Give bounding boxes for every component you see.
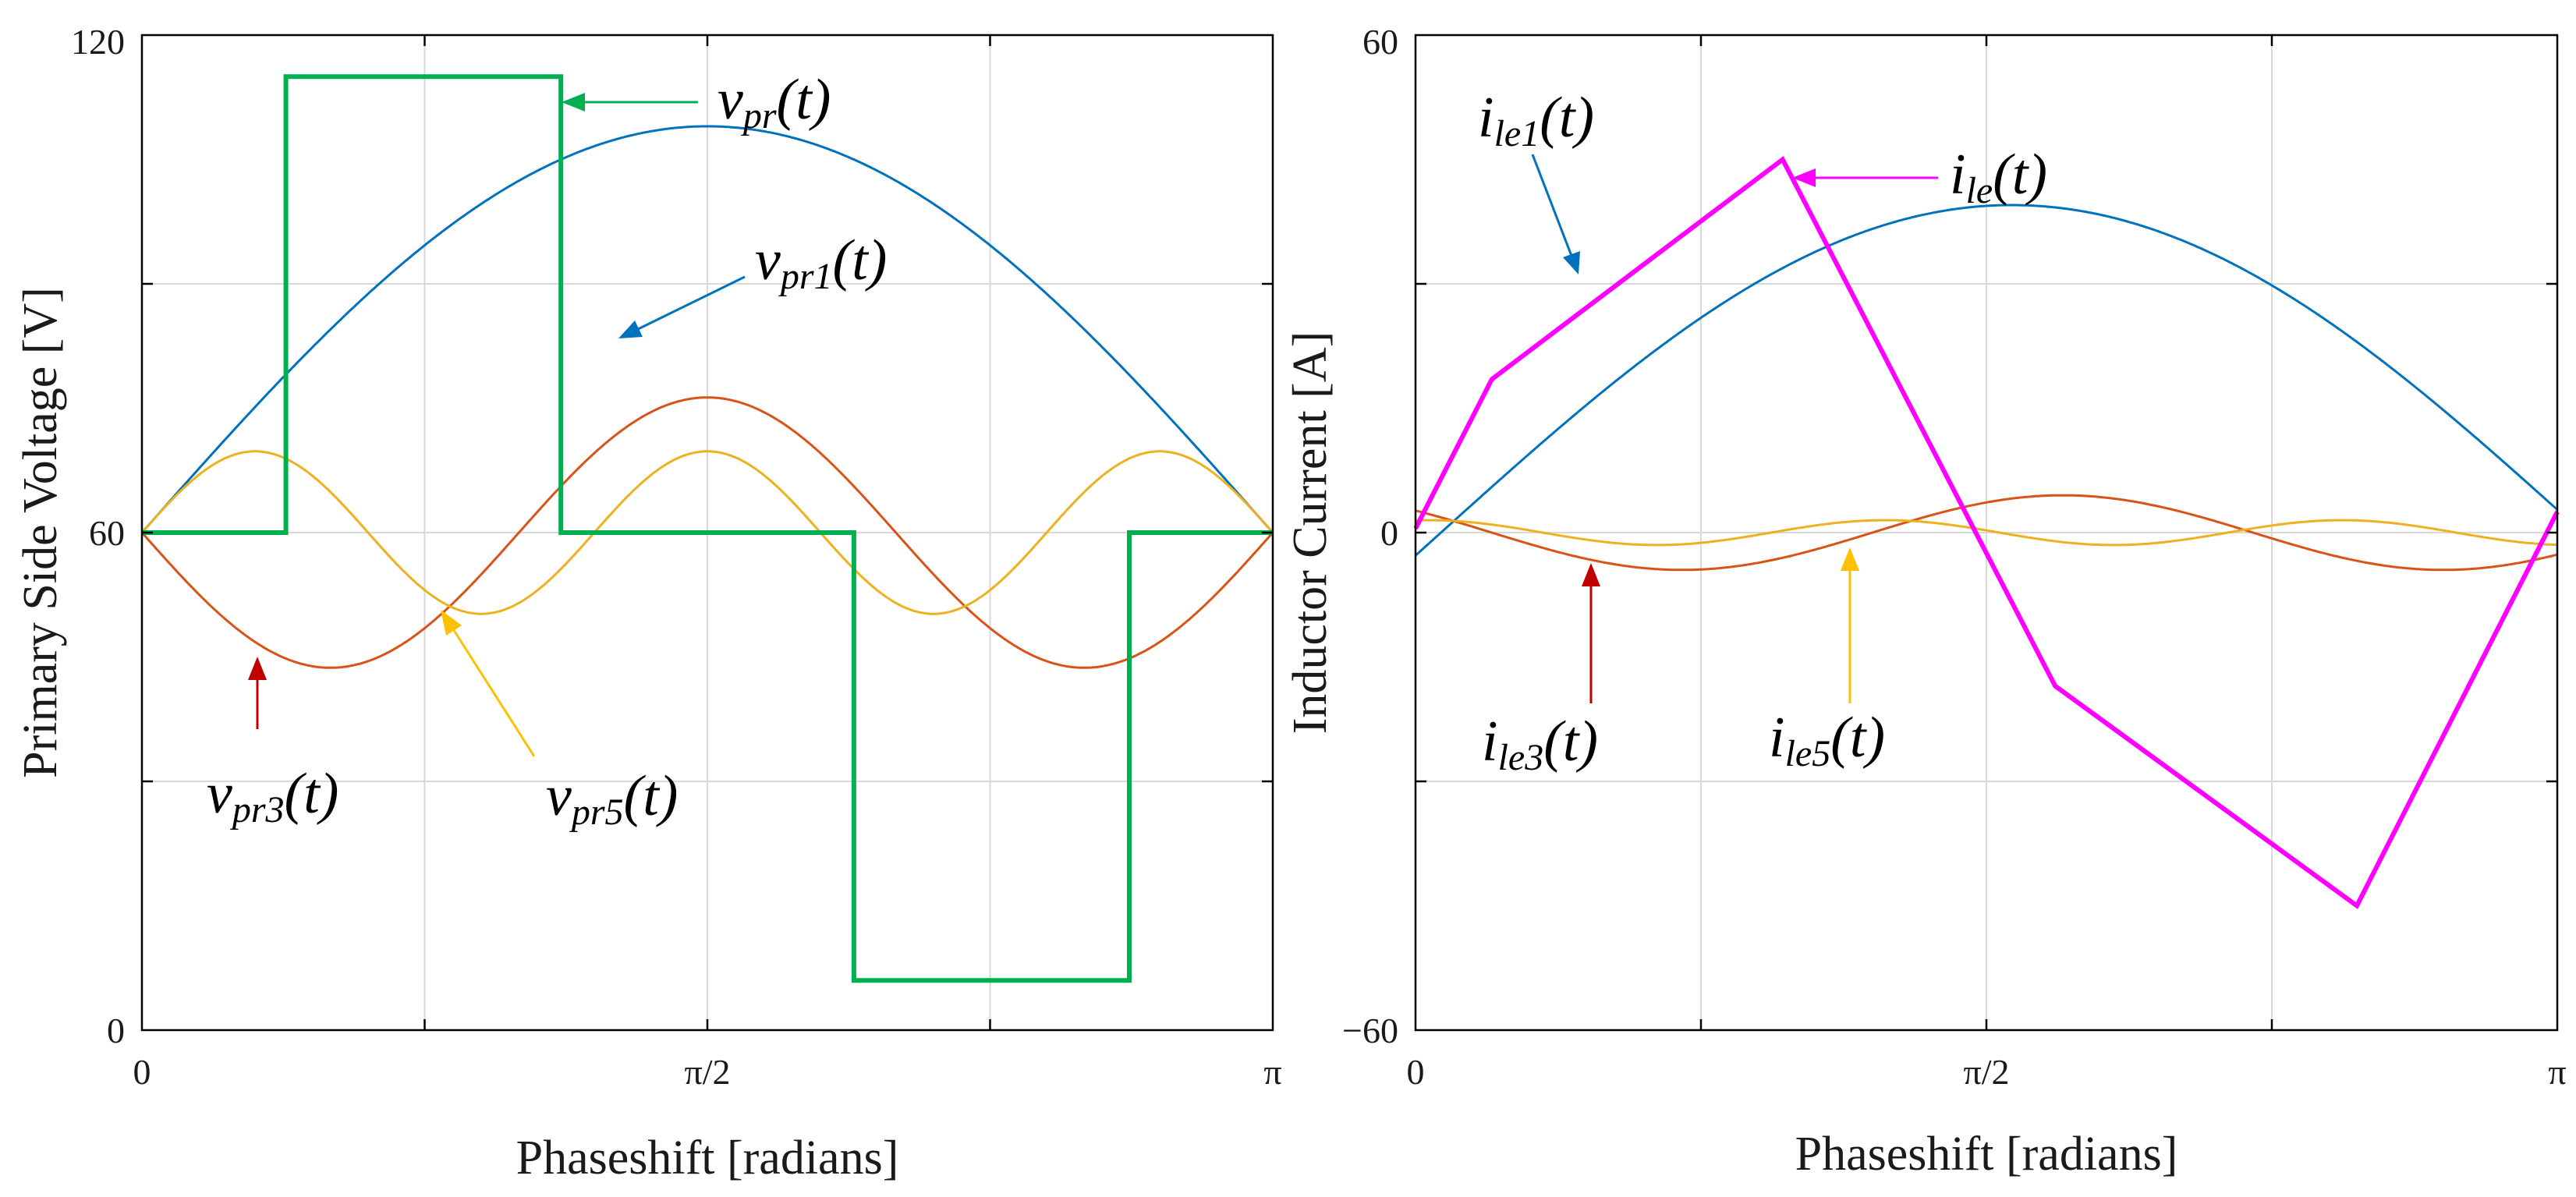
annotation-i-le5: ile5(t) bbox=[1769, 547, 1885, 774]
left-ytick-label-1: 60 bbox=[89, 513, 125, 553]
left-x-axis-label: Phaseshift [radians] bbox=[516, 1131, 899, 1185]
annotation-v-pr1-sub: pr1 bbox=[778, 256, 833, 297]
annotation-v-pr3-arrowhead bbox=[248, 657, 267, 680]
right-y-axis-label: Inductor Current [A] bbox=[1284, 331, 1337, 735]
voltage-panel: 0 π/2 π 0 60 120 Phaseshift [radians] Primary… bbox=[14, 22, 1282, 1185]
left-ytick-label-2: 120 bbox=[71, 22, 125, 62]
series-v-pr5 bbox=[140, 450, 1274, 615]
left-tick-labels: 0 π/2 π 0 60 120 bbox=[71, 22, 1282, 1092]
annotation-v-pr5-text: vpr5(t) bbox=[546, 764, 678, 833]
annotation-v-pr: vpr(t) bbox=[562, 68, 831, 136]
annotation-v-pr5-arrowhead bbox=[441, 610, 462, 636]
series-i-le1 bbox=[1414, 204, 2559, 557]
annotation-i-le3-text: ile3(t) bbox=[1482, 710, 1598, 778]
annotation-i-le3-arrowhead bbox=[1582, 563, 1600, 586]
annotation-v-pr1-base: v bbox=[755, 228, 781, 292]
series-i-le5 bbox=[1415, 519, 2558, 547]
annotation-i-le3-sub: le3 bbox=[1498, 737, 1544, 778]
annotation-v-pr1: vpr1(t) bbox=[618, 228, 887, 338]
left-ticks bbox=[142, 35, 1273, 1030]
annotation-v-pr-base: v bbox=[718, 68, 743, 132]
series-v-pr1 bbox=[140, 125, 1274, 533]
annotation-i-le-text: ile(t) bbox=[1950, 143, 2047, 211]
right-xtick-label-2: π bbox=[2548, 1052, 2566, 1092]
annotation-i-le1-suffix: (t) bbox=[1540, 86, 1594, 150]
annotation-v-pr-suffix: (t) bbox=[777, 68, 831, 132]
annotation-i-le-base: i bbox=[1950, 143, 1966, 207]
right-xtick-label-1: π/2 bbox=[1963, 1052, 2009, 1092]
annotation-i-le-sub: le bbox=[1966, 170, 1993, 211]
annotation-v-pr5-base: v bbox=[546, 764, 572, 828]
right-ticks bbox=[1416, 35, 2557, 1030]
annotation-v-pr1-arrow bbox=[632, 275, 746, 333]
annotation-v-pr1-suffix: (t) bbox=[833, 228, 888, 292]
annotation-v-pr3-text: vpr3(t) bbox=[207, 762, 338, 830]
left-xtick-label-2: π bbox=[1263, 1052, 1281, 1092]
right-ytick-label-0: −60 bbox=[1342, 1011, 1398, 1050]
series-i-le3 bbox=[1415, 494, 2558, 572]
right-series bbox=[1413, 155, 2560, 909]
annotation-i-le5-arrowhead bbox=[1841, 547, 1859, 571]
annotation-i-le1-base: i bbox=[1478, 86, 1494, 150]
annotation-v-pr5: vpr5(t) bbox=[441, 610, 678, 833]
right-xtick-label-0: 0 bbox=[1407, 1052, 1425, 1092]
right-grid bbox=[1416, 35, 2557, 1030]
annotation-v-pr3: vpr3(t) bbox=[207, 657, 338, 830]
annotation-i-le1-arrowhead bbox=[1563, 251, 1580, 274]
annotation-v-pr5-suffix: (t) bbox=[624, 764, 679, 828]
annotation-i-le5-base: i bbox=[1769, 706, 1785, 770]
annotation-i-le5-text: ile5(t) bbox=[1769, 706, 1885, 774]
left-xtick-label-0: 0 bbox=[133, 1052, 151, 1092]
annotation-i-le3-suffix: (t) bbox=[1543, 710, 1598, 774]
right-ytick-label-1: 0 bbox=[1380, 513, 1398, 553]
annotation-i-le1-sub: le1 bbox=[1494, 113, 1540, 154]
annotation-v-pr-arrowhead bbox=[562, 93, 585, 112]
annotation-v-pr3-base: v bbox=[207, 762, 232, 826]
right-x-axis-label: Phaseshift [radians] bbox=[1795, 1128, 2178, 1181]
annotation-v-pr5-arrow bbox=[449, 625, 536, 757]
left-ytick-label-0: 0 bbox=[107, 1011, 125, 1050]
annotation-v-pr1-arrowhead bbox=[618, 320, 643, 338]
annotation-i-le5-suffix: (t) bbox=[1830, 706, 1885, 770]
annotation-v-pr1-text: vpr1(t) bbox=[755, 228, 887, 297]
left-xtick-label-1: π/2 bbox=[684, 1052, 730, 1092]
series-v-pr3 bbox=[140, 396, 1274, 669]
right-ytick-label-2: 60 bbox=[1362, 22, 1398, 62]
annotation-i-le-arrowhead bbox=[1792, 168, 1816, 187]
annotation-i-le3-base: i bbox=[1482, 710, 1498, 774]
annotation-i-le3: ile3(t) bbox=[1482, 563, 1600, 778]
left-y-axis-label: Primary Side Voltage [V] bbox=[14, 287, 67, 778]
annotation-i-le1: ile1(t) bbox=[1478, 86, 1594, 274]
annotation-v-pr3-sub: pr3 bbox=[230, 789, 285, 830]
left-series bbox=[140, 74, 1274, 983]
annotation-i-le1-text: ile1(t) bbox=[1478, 86, 1594, 154]
annotation-v-pr5-sub: pr5 bbox=[569, 792, 624, 833]
series-i-le bbox=[1413, 155, 2560, 909]
annotation-i-le: ile(t) bbox=[1792, 143, 2047, 211]
annotation-v-pr-sub: pr bbox=[741, 95, 777, 136]
series-v-pr bbox=[142, 74, 1273, 983]
annotation-v-pr3-suffix: (t) bbox=[285, 762, 339, 826]
annotation-i-le5-sub: le5 bbox=[1785, 733, 1831, 774]
annotation-i-le-suffix: (t) bbox=[1993, 143, 2047, 207]
annotation-i-le1-arrow bbox=[1531, 154, 1573, 257]
annotation-v-pr-text: vpr(t) bbox=[718, 68, 831, 136]
